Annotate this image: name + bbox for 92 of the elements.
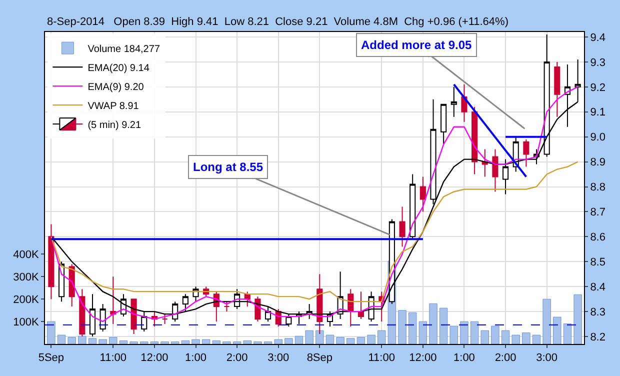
bar (512, 334, 520, 344)
bar (398, 310, 406, 344)
bar (88, 338, 97, 344)
y-tick-label: 8.5 (590, 256, 606, 268)
candlestick (523, 138, 530, 168)
y-tick-label: 9.0 (590, 132, 606, 144)
y-tick-label: 8.3 (590, 306, 606, 318)
candlestick (440, 104, 447, 145)
bar (47, 321, 56, 344)
candlestick (492, 148, 498, 192)
bar (480, 330, 489, 344)
candlestick (348, 288, 354, 328)
candlestick (110, 276, 116, 325)
bar (491, 326, 500, 344)
candlestick (502, 158, 509, 195)
legend-label: VWAP 8.91 (88, 100, 140, 112)
bar (532, 334, 541, 344)
candlestick (461, 84, 468, 122)
x-tick-label: 1:00 (454, 352, 475, 364)
bar (57, 334, 66, 344)
y2-tick-label: 300K (13, 272, 40, 284)
x-tick-label: 5Sep (38, 352, 64, 364)
y2-tick-label: 200K (13, 294, 40, 306)
bar (460, 321, 468, 344)
candlestick (130, 298, 137, 335)
legend-label: EMA(9) 9.20 (88, 82, 144, 93)
bar (305, 330, 314, 344)
bar (326, 334, 334, 344)
line-series (50, 161, 578, 302)
bar (563, 324, 572, 344)
y-tick-label: 8.4 (590, 281, 606, 294)
candlestick (48, 224, 54, 300)
bar (109, 337, 118, 344)
bar (522, 332, 530, 344)
bar (574, 294, 582, 344)
annotation: Added more at 9.05 (361, 38, 472, 52)
x-tick-label: 8Sep (306, 352, 333, 364)
bar (542, 298, 551, 344)
bar (429, 303, 438, 344)
annotation: Long at 8.55 (193, 160, 264, 174)
x-tick-label: 11:00 (368, 352, 395, 364)
candlestick (420, 176, 426, 212)
bar (98, 339, 107, 344)
x-tick-label: 2:00 (494, 352, 516, 364)
bar (284, 338, 293, 344)
candlestick (472, 106, 478, 175)
bar (68, 337, 76, 344)
y-tick-label: 9.4 (590, 32, 606, 44)
bar (192, 339, 200, 344)
candlestick (399, 206, 406, 248)
y-tick-label: 8.7 (590, 206, 606, 219)
y2-tick-label: 100K (13, 316, 40, 328)
candlestick (162, 314, 168, 325)
legend-label: Volume 184,277 (88, 44, 160, 55)
candlestick (182, 294, 188, 312)
y-tick-label: 8.6 (590, 232, 606, 244)
bar (346, 338, 355, 344)
bar (470, 321, 479, 344)
x-tick-label: 2:00 (226, 352, 248, 364)
bar (274, 339, 282, 344)
y-tick-label: 9.3 (590, 56, 606, 69)
legend-label: (5 min) 9.21 (88, 120, 142, 131)
candlestick (358, 291, 364, 320)
candlestick (410, 174, 416, 240)
candlestick (450, 86, 457, 118)
bar (78, 336, 86, 344)
chart-subtitle: 8-Sep-2014 Open 8.39 High 9.41 Low 8.21 Close 9.21 Volume 4.8M Chg +0.96 (+11.64%) (47, 16, 508, 28)
x-tick-label: 12:00 (409, 352, 437, 364)
bar (356, 337, 366, 344)
candlestick (554, 61, 560, 118)
bar (336, 337, 344, 344)
y2-tick-label: 400K (13, 249, 40, 262)
x-tick-label: 1:00 (185, 352, 206, 364)
bar (294, 336, 304, 344)
candlestick (89, 294, 96, 338)
bar (119, 340, 128, 344)
bar (316, 330, 324, 344)
candlestick (224, 301, 230, 312)
bar (501, 330, 510, 344)
y-tick-label: 8.8 (590, 182, 606, 194)
candlestick (482, 148, 488, 178)
x-tick-label: 3:00 (536, 352, 558, 364)
bar (367, 334, 376, 344)
y-tick-label: 8.9 (590, 156, 606, 169)
x-tick-label: 11:00 (100, 352, 127, 364)
y-tick-label: 8.2 (590, 331, 606, 344)
legend-label: EMA(20) 9.14 (88, 62, 150, 74)
y-tick-label: 9.1 (590, 106, 606, 119)
bar (553, 316, 562, 344)
x-tick-label: 12:00 (140, 352, 168, 364)
x-tick-label: 3:00 (268, 352, 290, 364)
y-tick-label: 9.2 (590, 82, 606, 94)
